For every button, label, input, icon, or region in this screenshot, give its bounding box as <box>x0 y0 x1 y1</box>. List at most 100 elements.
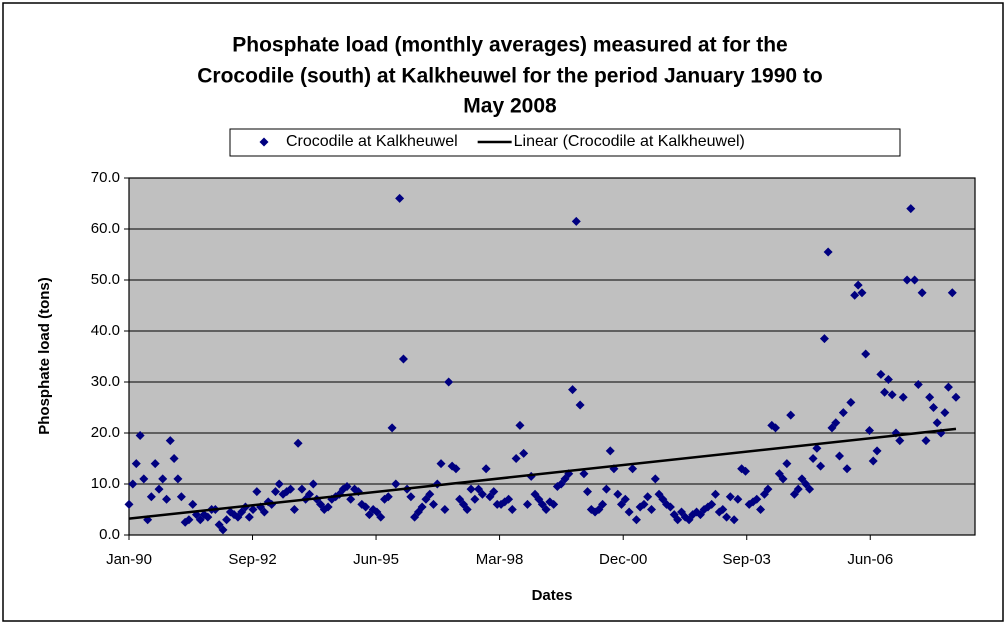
data-point <box>718 505 728 514</box>
data-point <box>128 479 138 489</box>
data-point <box>568 385 578 395</box>
data-point <box>462 505 472 514</box>
data-point <box>364 510 374 520</box>
data-point <box>308 479 318 489</box>
data-point <box>323 502 333 512</box>
data-point <box>222 515 232 525</box>
chart-title: May 2008 <box>463 95 557 118</box>
chart-title: Phosphate load (monthly averages) measur… <box>232 34 787 57</box>
data-point <box>481 464 491 474</box>
x-tick-label: Sep-92 <box>228 551 276 568</box>
data-point <box>688 510 698 520</box>
data-point <box>865 425 875 435</box>
legend-marker <box>259 137 269 147</box>
data-point <box>489 487 499 497</box>
data-point <box>740 466 750 476</box>
data-point <box>756 505 766 514</box>
data-point <box>898 392 908 402</box>
data-point <box>162 494 172 504</box>
data-point <box>259 507 269 517</box>
data-point <box>504 494 514 504</box>
data-point <box>816 461 826 471</box>
trend-line <box>128 427 957 520</box>
x-tick-label: Dec-00 <box>599 551 647 568</box>
data-point <box>786 410 796 420</box>
data-point <box>710 489 720 499</box>
data-point <box>880 387 890 397</box>
data-point <box>361 502 371 512</box>
data-point <box>342 482 352 492</box>
data-point <box>925 392 935 402</box>
x-tick-label: Jan-90 <box>106 551 152 568</box>
data-point <box>297 484 307 494</box>
data-point <box>812 443 822 453</box>
data-point <box>304 489 314 499</box>
data-point <box>646 505 656 514</box>
data-point <box>470 494 480 504</box>
data-point <box>639 499 649 509</box>
data-point <box>887 390 897 400</box>
legend: Crocodile at Kalkheuwel Linear (Crocodile… <box>229 128 901 157</box>
data-point <box>853 280 863 290</box>
chart-title: Crocodile (south) at Kalkheuwel for the … <box>197 65 822 88</box>
data-point <box>793 484 803 494</box>
y-tick-label: 0.0 <box>99 526 120 543</box>
data-point <box>605 446 615 456</box>
data-point <box>383 492 393 502</box>
data-point <box>173 474 183 484</box>
data-point <box>943 382 953 392</box>
plot-border <box>128 177 976 536</box>
data-point <box>906 204 916 214</box>
data-point <box>387 423 397 433</box>
data-point <box>707 499 717 509</box>
data-point <box>842 464 852 474</box>
data-point <box>203 512 213 522</box>
y-tick-label: 40.0 <box>91 322 120 339</box>
data-point <box>541 505 551 514</box>
data-point <box>522 499 532 509</box>
data-point <box>834 451 844 461</box>
data-point <box>398 354 408 364</box>
data-point <box>620 494 630 504</box>
data-point <box>579 469 589 479</box>
data-point <box>917 288 927 298</box>
data-point <box>131 459 141 469</box>
data-point <box>902 275 912 285</box>
data-point <box>293 438 303 448</box>
data-point <box>176 492 186 502</box>
data-point <box>805 484 815 494</box>
data-point <box>729 515 739 525</box>
data-point <box>601 484 611 494</box>
data-point <box>583 487 593 497</box>
data-point <box>252 487 262 497</box>
data-point <box>406 492 416 502</box>
y-tick-label: 70.0 <box>91 169 120 186</box>
data-point <box>507 505 517 514</box>
data-point <box>274 479 284 489</box>
data-point <box>722 512 732 522</box>
data-point <box>376 512 386 522</box>
data-point <box>868 456 878 466</box>
data-point <box>940 408 950 418</box>
data-point <box>515 420 525 430</box>
data-point <box>861 349 871 359</box>
data-point <box>913 380 923 390</box>
data-point <box>876 369 886 379</box>
data-point <box>823 247 833 257</box>
data-point <box>511 454 521 463</box>
data-point <box>921 436 931 446</box>
y-axis-title: Phosphate load (tons) <box>36 277 53 435</box>
y-tick-label: 20.0 <box>91 424 120 441</box>
data-point <box>428 499 438 509</box>
data-point <box>436 459 446 469</box>
data-point <box>624 507 634 517</box>
data-point <box>395 193 405 203</box>
data-point <box>391 479 401 489</box>
data-point <box>444 377 454 387</box>
legend-box <box>229 128 901 157</box>
y-tick-label: 30.0 <box>91 373 120 390</box>
data-point <box>417 502 427 512</box>
data-point <box>139 474 149 484</box>
data-point <box>477 489 487 499</box>
